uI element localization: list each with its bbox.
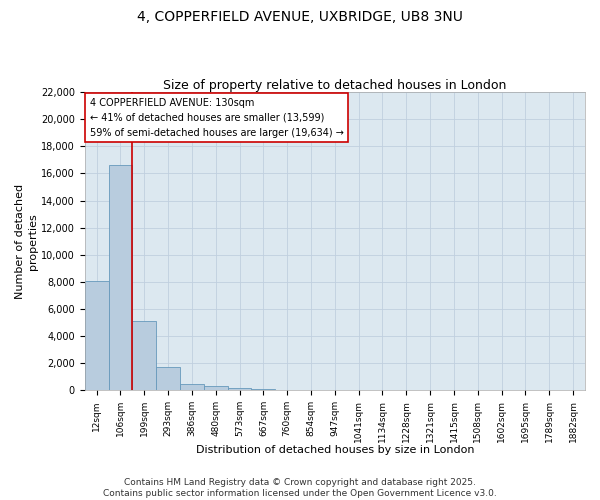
Title: Size of property relative to detached houses in London: Size of property relative to detached ho… bbox=[163, 79, 506, 92]
Text: Contains HM Land Registry data © Crown copyright and database right 2025.
Contai: Contains HM Land Registry data © Crown c… bbox=[103, 478, 497, 498]
Text: 4, COPPERFIELD AVENUE, UXBRIDGE, UB8 3NU: 4, COPPERFIELD AVENUE, UXBRIDGE, UB8 3NU bbox=[137, 10, 463, 24]
Bar bbox=[109, 165, 133, 390]
Bar bbox=[227, 388, 251, 390]
X-axis label: Distribution of detached houses by size in London: Distribution of detached houses by size … bbox=[196, 445, 474, 455]
Bar bbox=[133, 321, 156, 390]
Bar bbox=[85, 280, 109, 390]
Bar bbox=[156, 368, 180, 390]
Bar bbox=[204, 386, 227, 390]
Text: 4 COPPERFIELD AVENUE: 130sqm
← 41% of detached houses are smaller (13,599)
59% o: 4 COPPERFIELD AVENUE: 130sqm ← 41% of de… bbox=[90, 98, 344, 138]
Y-axis label: Number of detached
properties: Number of detached properties bbox=[15, 184, 38, 298]
Bar bbox=[180, 384, 204, 390]
